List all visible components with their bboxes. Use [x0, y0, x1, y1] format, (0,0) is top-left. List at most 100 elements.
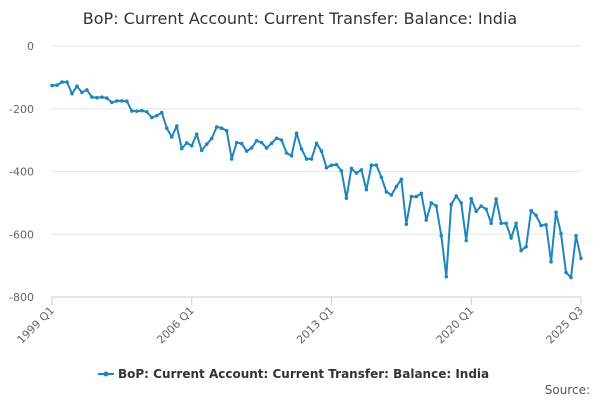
data-point[interactable] — [100, 95, 104, 99]
data-point[interactable] — [289, 154, 294, 158]
data-point[interactable] — [169, 135, 174, 139]
data-point[interactable] — [559, 231, 563, 236]
data-point[interactable] — [309, 157, 314, 161]
data-point[interactable] — [80, 90, 84, 95]
data-point[interactable] — [369, 163, 374, 168]
data-point[interactable] — [140, 108, 144, 113]
data-point[interactable] — [249, 146, 254, 150]
data-point[interactable] — [120, 99, 124, 103]
data-point[interactable] — [434, 204, 439, 208]
data-point[interactable] — [449, 202, 454, 207]
data-point[interactable] — [524, 245, 528, 249]
data-point[interactable] — [334, 162, 339, 167]
data-point[interactable] — [464, 238, 469, 243]
data-point[interactable] — [324, 165, 329, 170]
data-point[interactable] — [319, 149, 324, 153]
data-point[interactable] — [174, 124, 179, 128]
data-point[interactable] — [499, 221, 503, 226]
data-point[interactable] — [419, 191, 424, 196]
data-point[interactable] — [60, 80, 64, 84]
data-point[interactable] — [329, 163, 334, 168]
data-point[interactable] — [189, 143, 194, 148]
data-point[interactable] — [529, 208, 533, 213]
data-point[interactable] — [229, 157, 234, 161]
data-point[interactable] — [509, 236, 513, 240]
data-point[interactable] — [294, 131, 299, 136]
data-point[interactable] — [454, 194, 459, 198]
data-point[interactable] — [50, 83, 54, 88]
data-point[interactable] — [199, 148, 204, 153]
data-point[interactable] — [484, 207, 488, 211]
data-point[interactable] — [554, 210, 558, 215]
data-point[interactable] — [299, 147, 304, 151]
data-point[interactable] — [394, 184, 399, 189]
data-point[interactable] — [179, 146, 184, 151]
data-point[interactable] — [349, 166, 354, 171]
data-point[interactable] — [374, 163, 379, 168]
data-point[interactable] — [379, 175, 384, 179]
data-point[interactable] — [209, 136, 214, 141]
data-point[interactable] — [155, 113, 159, 118]
data-point[interactable] — [105, 96, 109, 100]
data-point[interactable] — [479, 204, 483, 208]
data-point[interactable] — [459, 201, 464, 205]
data-point[interactable] — [244, 149, 249, 153]
data-point[interactable] — [539, 223, 543, 228]
data-point[interactable] — [70, 91, 74, 96]
data-point[interactable] — [194, 132, 199, 136]
source-label[interactable]: Source: — [545, 383, 590, 397]
data-point[interactable] — [549, 260, 553, 264]
data-point[interactable] — [184, 141, 189, 145]
data-point[interactable] — [274, 136, 279, 141]
data-point[interactable] — [364, 187, 369, 192]
legend[interactable]: BoP: Current Account: Current Transfer: … — [98, 367, 489, 381]
data-point[interactable] — [544, 223, 548, 227]
data-point[interactable] — [389, 193, 394, 197]
data-point[interactable] — [489, 221, 493, 226]
data-point[interactable] — [135, 109, 139, 114]
data-point[interactable] — [414, 194, 419, 199]
data-point[interactable] — [359, 168, 364, 172]
data-point[interactable] — [65, 80, 69, 84]
data-point[interactable] — [259, 140, 264, 145]
data-point[interactable] — [204, 142, 209, 147]
data-point[interactable] — [574, 234, 578, 238]
data-point[interactable] — [494, 197, 498, 201]
data-point[interactable] — [219, 126, 224, 131]
data-point[interactable] — [579, 256, 583, 261]
data-point[interactable] — [110, 100, 114, 105]
data-point[interactable] — [234, 140, 239, 145]
data-point[interactable] — [284, 151, 289, 155]
data-point[interactable] — [514, 221, 518, 226]
data-point[interactable] — [534, 213, 538, 218]
data-point[interactable] — [424, 218, 429, 222]
data-point[interactable] — [439, 234, 444, 238]
data-point[interactable] — [75, 84, 79, 88]
data-point[interactable] — [115, 99, 119, 103]
data-point[interactable] — [224, 128, 229, 133]
data-point[interactable] — [314, 141, 319, 146]
data-point[interactable] — [90, 95, 94, 99]
data-point[interactable] — [404, 222, 409, 227]
data-point[interactable] — [164, 126, 169, 131]
data-point[interactable] — [264, 146, 269, 150]
data-point[interactable] — [564, 270, 568, 275]
data-point[interactable] — [519, 248, 523, 253]
data-point[interactable] — [304, 157, 309, 161]
data-point[interactable] — [429, 201, 434, 205]
data-point[interactable] — [444, 274, 449, 279]
data-point[interactable] — [254, 138, 259, 143]
data-point[interactable] — [354, 171, 359, 175]
data-point[interactable] — [125, 99, 129, 104]
data-point[interactable] — [239, 141, 244, 146]
data-point[interactable] — [344, 196, 349, 200]
data-point[interactable] — [214, 125, 219, 129]
data-point[interactable] — [474, 209, 478, 214]
data-point[interactable] — [150, 115, 154, 120]
data-point[interactable] — [504, 221, 508, 226]
data-point[interactable] — [469, 196, 474, 201]
data-point[interactable] — [159, 110, 164, 115]
data-point[interactable] — [339, 169, 344, 173]
data-point[interactable] — [55, 83, 59, 88]
data-point[interactable] — [85, 88, 89, 92]
